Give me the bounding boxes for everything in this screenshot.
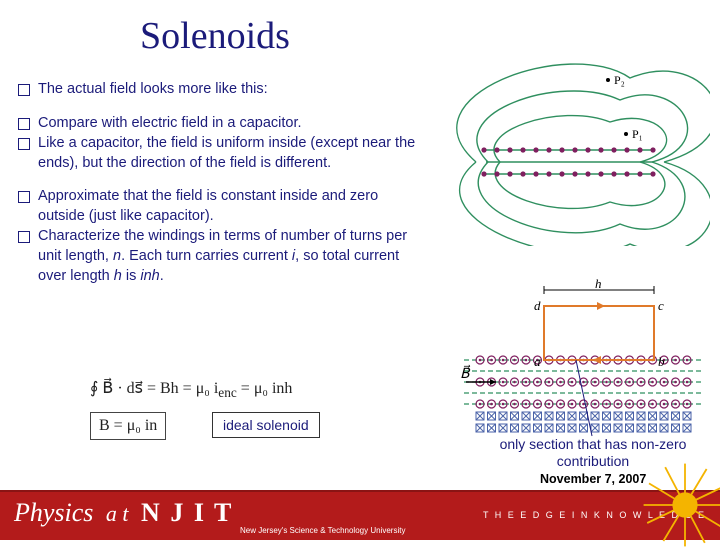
svg-text:b: b (658, 354, 665, 369)
svg-text:h: h (595, 278, 602, 291)
svg-text:B⃗: B⃗ (460, 364, 471, 382)
slide-date: November 7, 2007 (540, 472, 646, 486)
bullet-marker-icon (18, 191, 30, 203)
bullet-item: Like a capacitor, the field is uniform i… (18, 134, 418, 173)
bullet-text: Like a capacitor, the field is uniform i… (38, 134, 418, 173)
footer-logo: Physics a t N J I T (14, 498, 233, 528)
svg-text:P₁: P₁ (632, 127, 643, 141)
bullet-item: The actual field looks more like this: (18, 80, 418, 100)
bullet-text: Approximate that the field is constant i… (38, 187, 418, 226)
bullet-marker-icon (18, 231, 30, 243)
footer-brand-physics: Physics (14, 498, 93, 527)
ideal-solenoid-label: ideal solenoid (212, 412, 320, 438)
bullet-text: The actual field looks more like this: (38, 80, 418, 100)
amperian-loop-diagram: h d c a b B⃗ (458, 278, 706, 426)
svg-text:a: a (534, 354, 541, 369)
bullet-item: Approximate that the field is constant i… (18, 187, 418, 226)
ampere-equation: ∮ B⃗ · ds⃗ = Bh = μ₀ ienc = μ₀ inh (90, 378, 292, 401)
svg-text:P₂: P₂ (614, 73, 625, 87)
solenoid-field-diagram: P₁ P₂ (430, 56, 710, 246)
sunburst-icon (640, 460, 720, 550)
footer-brand-njit: N J I T (141, 498, 233, 527)
svg-text:c: c (658, 298, 664, 313)
bullet-marker-icon (18, 84, 30, 96)
slide-title: Solenoids (0, 14, 430, 58)
svg-text:d: d (534, 298, 541, 313)
bullet-text: Compare with electric field in a capacit… (38, 114, 418, 134)
bullet-item: Compare with electric field in a capacit… (18, 114, 418, 134)
footer-subtitle: New Jersey's Science & Technology Univer… (240, 526, 405, 535)
ideal-solenoid-formula: B = μ₀ in (90, 412, 166, 440)
bullet-list: The actual field looks more like this: C… (18, 80, 418, 300)
bullet-marker-icon (18, 118, 30, 130)
footer-bar: Physics a t N J I T New Jersey's Science… (0, 492, 720, 540)
footer-brand-at: a t (106, 501, 129, 526)
bullet-item: Characterize the windings in terms of nu… (18, 227, 418, 286)
bullet-text: Characterize the windings in terms of nu… (38, 227, 418, 286)
bullet-marker-icon (18, 138, 30, 150)
